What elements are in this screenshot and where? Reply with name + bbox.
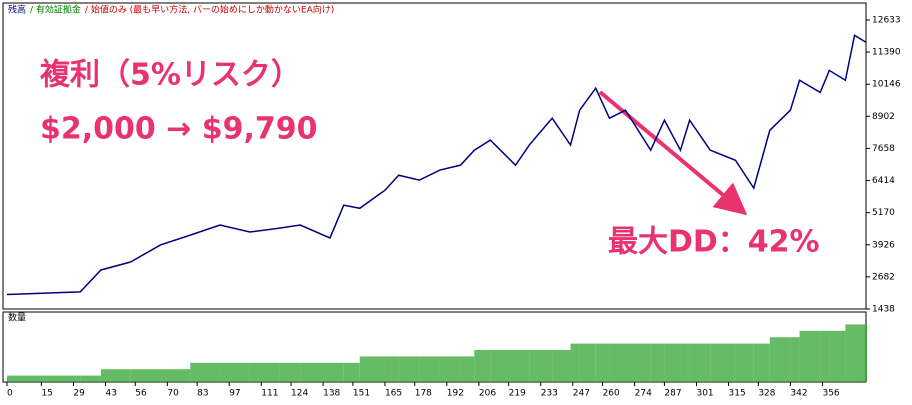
x-tick-label: 287 — [664, 389, 681, 399]
volume-bar — [439, 356, 461, 382]
volume-bar — [343, 362, 360, 382]
volume-bar — [829, 330, 846, 382]
x-tick-label: 260 — [603, 389, 620, 399]
volume-bar — [384, 356, 399, 382]
volume-bar — [130, 369, 161, 382]
volume-bar — [160, 369, 191, 382]
volume-bar — [595, 343, 610, 382]
volume-bar — [710, 343, 736, 382]
x-tick-label: 356 — [822, 389, 839, 399]
volume-bar — [689, 343, 711, 382]
x-tick-label: 301 — [696, 389, 713, 399]
header-text: 残高 — [8, 4, 26, 16]
y-tick-label: 1438 — [872, 305, 895, 315]
y-tick-label: 2682 — [872, 272, 895, 282]
x-tick-label: 0 — [7, 389, 13, 399]
volume-bar — [650, 343, 665, 382]
volume-bar — [474, 350, 491, 382]
x-tick-label: 206 — [479, 389, 496, 399]
y-tick-label: 8902 — [872, 112, 895, 122]
y-tick-label: 3926 — [872, 240, 895, 250]
x-tick-label: 111 — [261, 389, 278, 399]
y-tick-label: 12633 — [872, 16, 901, 26]
x-tick-label: 151 — [353, 389, 370, 399]
volume-bar — [570, 343, 580, 382]
y-tick-label: 10146 — [872, 80, 901, 90]
x-tick-label: 178 — [415, 389, 432, 399]
volume-bar — [80, 375, 101, 382]
volume-bar — [190, 362, 221, 382]
volume-bar — [460, 356, 475, 382]
volume-bar — [769, 337, 791, 382]
x-tick-label: 233 — [541, 389, 558, 399]
arrow — [598, 90, 748, 216]
x-tick-label: 219 — [509, 389, 526, 399]
header-text: / 始値のみ (最も早い方法, バーの始めにしか動かないEA向け) — [85, 4, 334, 16]
y-tick-label: 6414 — [872, 176, 895, 186]
volume-bar — [515, 350, 530, 382]
x-tick-label: 56 — [135, 389, 147, 399]
x-tick-label: 192 — [447, 389, 464, 399]
volume-bar — [552, 350, 571, 382]
header-text: / 有効証拠金 — [30, 4, 81, 16]
volume-bar — [799, 330, 821, 382]
x-tick-label: 138 — [323, 389, 340, 399]
annotation: $2,000 → $9,790 — [40, 112, 318, 147]
y-tick-label: 5170 — [872, 208, 895, 218]
volume-bar — [220, 362, 250, 382]
volume-bar — [625, 343, 651, 382]
x-tick-label: 328 — [758, 389, 775, 399]
x-tick-label: 342 — [790, 389, 807, 399]
volume-bar — [279, 362, 301, 382]
volume-bar — [529, 350, 553, 382]
x-tick-label: 29 — [73, 389, 85, 399]
volume-bar — [664, 343, 681, 382]
volume-bar — [490, 350, 516, 382]
volume-bar — [7, 375, 81, 382]
x-tick-label: 43 — [105, 389, 116, 399]
volume-bar — [329, 362, 344, 382]
volume-bar — [419, 356, 440, 382]
volume-bar — [100, 369, 131, 382]
x-tick-label: 165 — [385, 389, 402, 399]
x-tick-label: 315 — [729, 389, 746, 399]
volume-bar — [359, 356, 385, 382]
volume-bar — [854, 324, 866, 382]
main-frame — [2, 2, 867, 310]
volume-bar — [680, 343, 690, 382]
volume-bar — [845, 324, 855, 382]
volume-bar — [820, 330, 830, 382]
y-tick-label: 11390 — [872, 48, 901, 58]
volume-label: 数量 — [8, 312, 26, 324]
volume-bar — [398, 356, 420, 382]
volume-bar — [249, 362, 280, 382]
annotation: 複利（5%リスク） — [40, 58, 301, 93]
balance-line — [6, 34, 867, 296]
x-tick-label: 83 — [197, 389, 208, 399]
x-tick-label: 70 — [167, 389, 179, 399]
y-tick-label: 7658 — [872, 144, 895, 154]
volume-bar — [609, 343, 626, 382]
x-tick-label: 15 — [41, 389, 52, 399]
volume-bar — [866, 324, 867, 382]
annotation: 最大DD：42% — [608, 225, 820, 260]
x-tick-label: 124 — [291, 389, 308, 399]
x-tick-label: 274 — [635, 389, 652, 399]
volume-bar — [753, 343, 770, 382]
volume-bar — [579, 343, 596, 382]
volume-bar — [790, 337, 800, 382]
x-tick-label: 97 — [229, 389, 240, 399]
volume-bar — [735, 343, 754, 382]
x-tick-label: 247 — [573, 389, 590, 399]
volume-bar — [300, 362, 330, 382]
